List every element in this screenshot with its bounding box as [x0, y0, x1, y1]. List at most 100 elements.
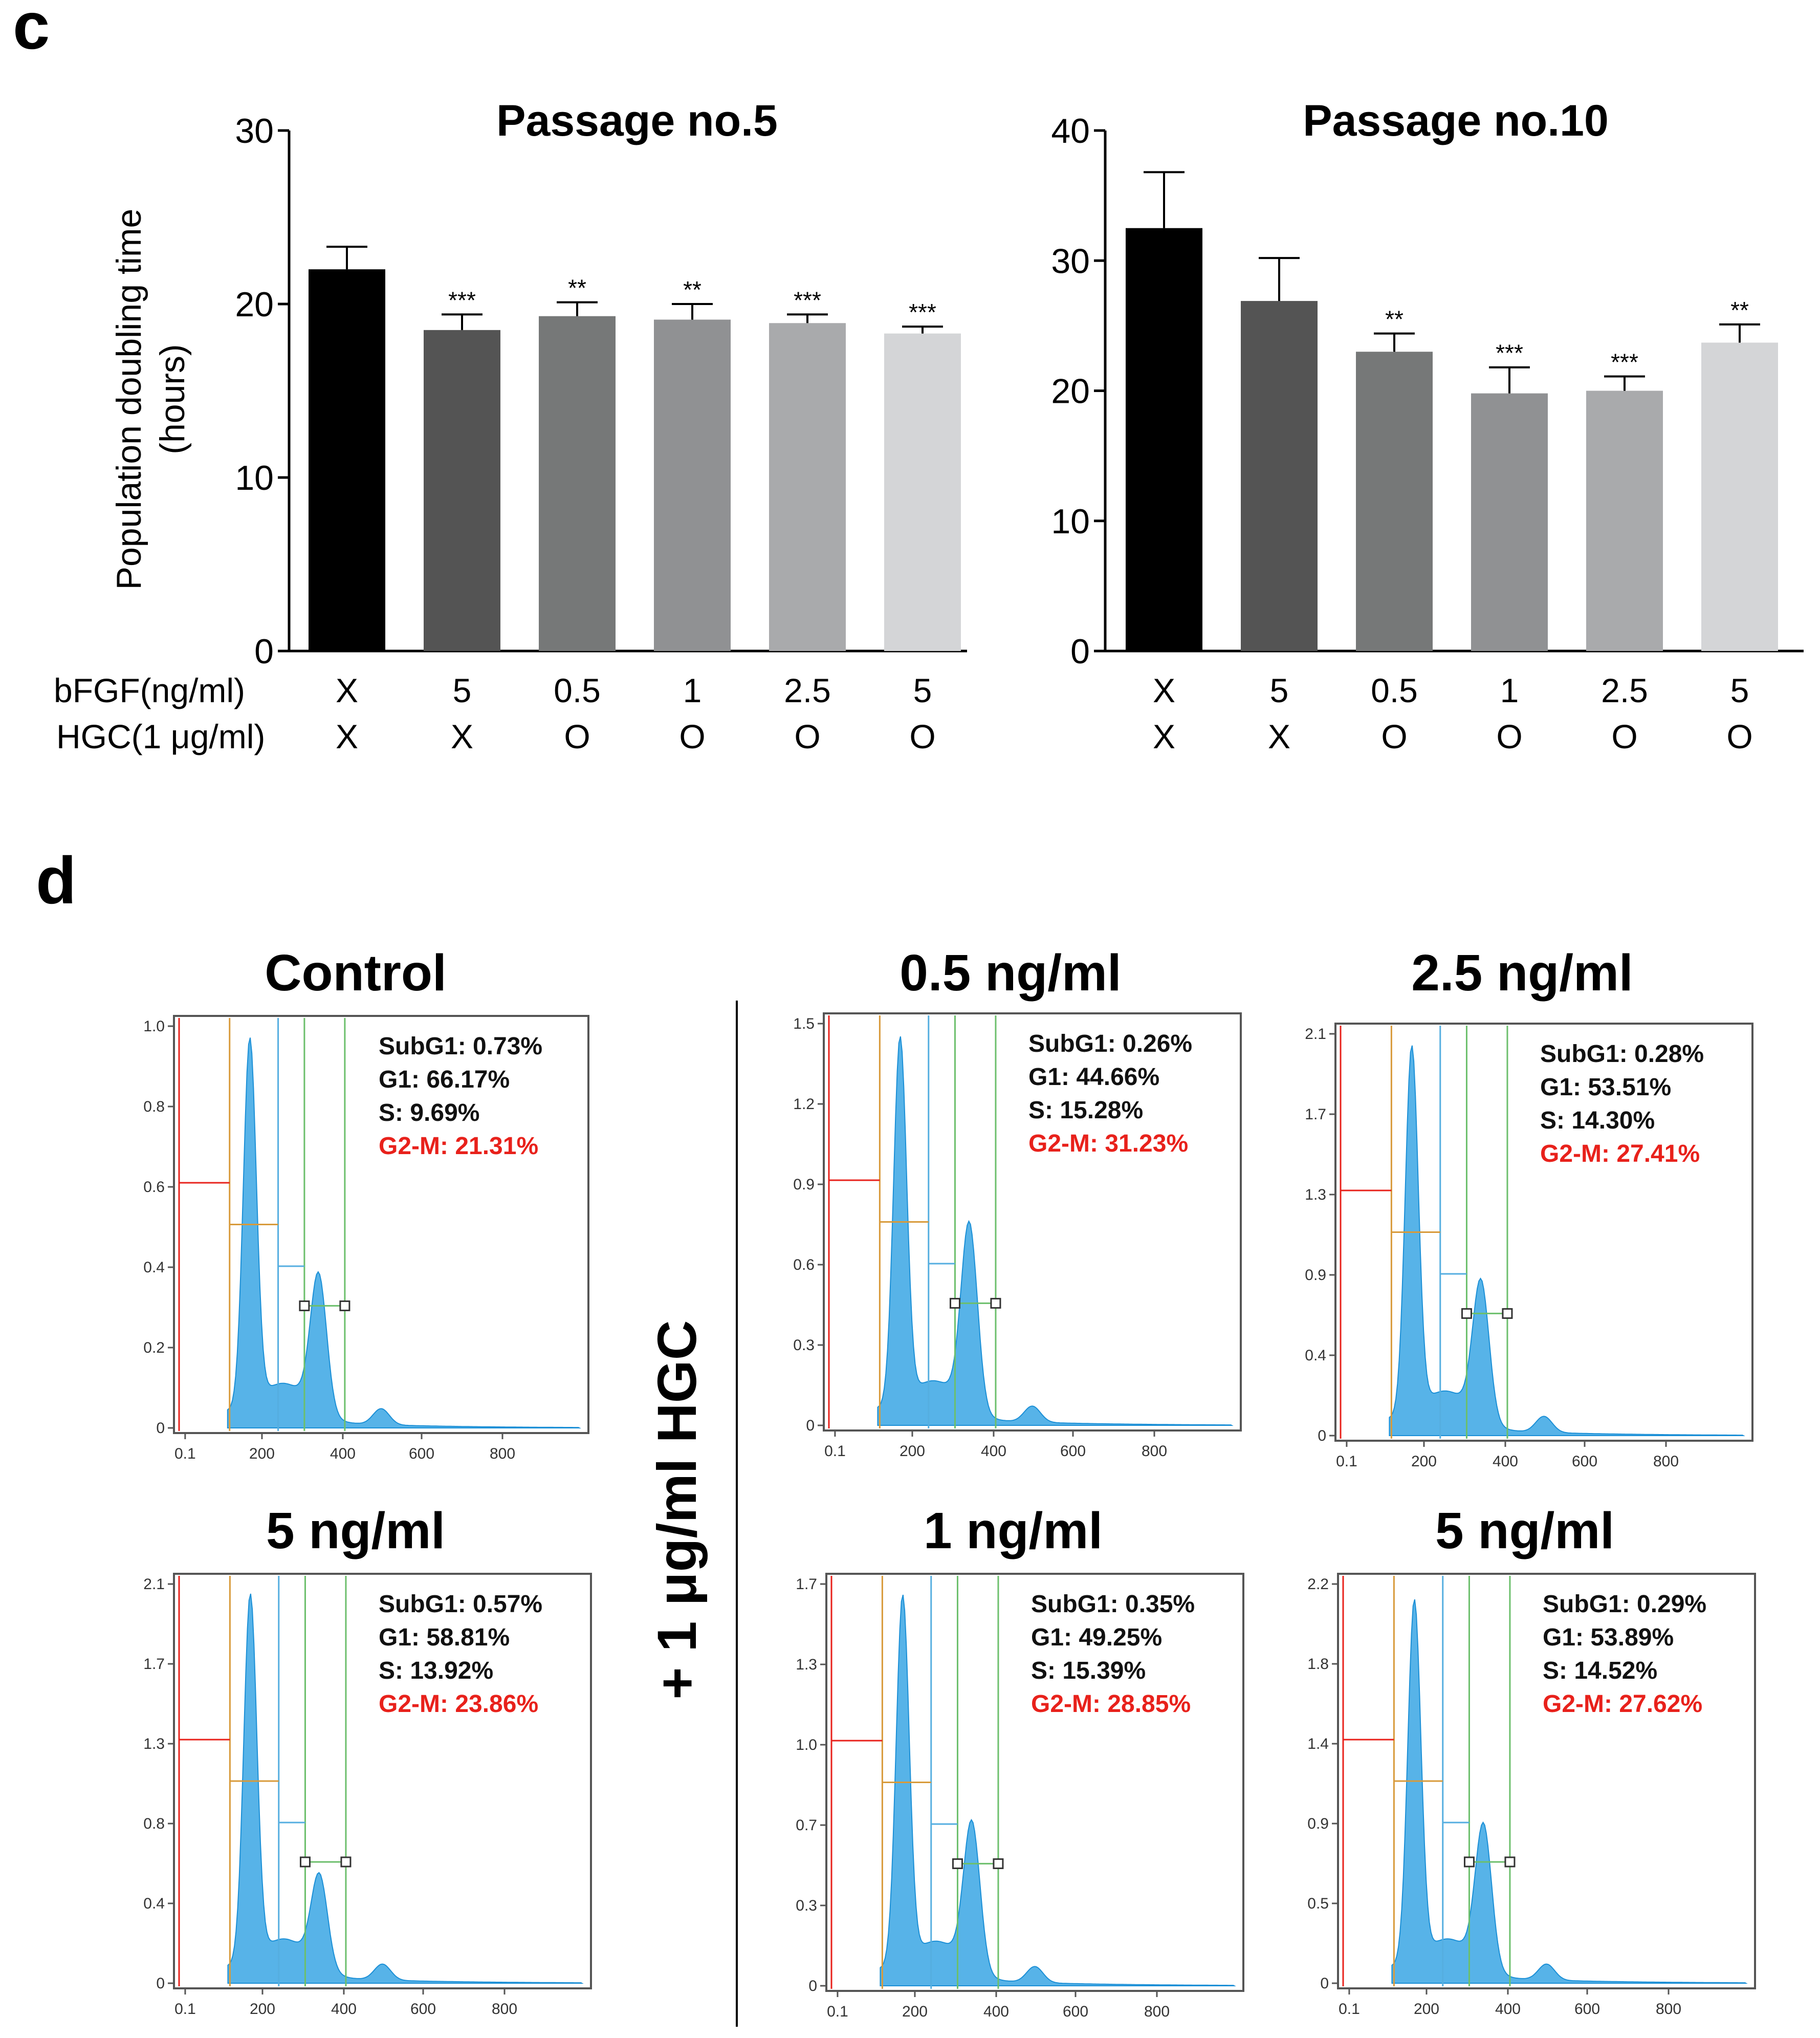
hgc-label: O — [1611, 718, 1637, 755]
x-tick-label: 200 — [249, 1445, 275, 1462]
stat-g1: G1: 49.25% — [1031, 1624, 1162, 1651]
y-tick-label: 2.1 — [1305, 1026, 1326, 1043]
histogram-control: Control 0 0.2 0.4 0.6 0.8 1.0 0.1 200 400 600 800 Su… — [143, 944, 589, 1462]
x-tick-label: 0.1 — [1339, 2001, 1360, 2018]
bfgf-label: 5 — [453, 671, 472, 709]
y-tick-label: 0 — [808, 1978, 817, 1994]
bfgf-label: 0.5 — [1371, 671, 1418, 709]
panel-label-d: d — [36, 843, 76, 918]
gate-handle — [1504, 1856, 1516, 1868]
row-label-hgc: HGC(1 μg/ml) — [56, 718, 265, 755]
histogram-0-5: 0.5 ng/ml 0 0.3 0.6 0.9 1.2 1.5 0.1 200 400 600 800… — [793, 944, 1242, 1460]
y-tick-label: 30 — [1051, 242, 1090, 280]
y-tick-label: 0.4 — [143, 1259, 165, 1276]
significance-label: ** — [568, 275, 586, 301]
panel-label-c: c — [13, 0, 50, 63]
x-tick-label: 400 — [983, 2003, 1009, 2020]
hgc-label: + 1 μg/ml HGC — [646, 1320, 708, 1699]
x-tick-label: 400 — [1493, 1453, 1518, 1470]
hgc-label: O — [1726, 718, 1752, 755]
gate-handle — [949, 1297, 960, 1309]
y-axis-label: Population doubling time (hours) — [109, 209, 192, 590]
y-axis-label-line2: (hours) — [153, 344, 192, 454]
stat-s: S: 15.28% — [1028, 1097, 1143, 1124]
bar — [1126, 228, 1202, 651]
x-tick-label: 800 — [1653, 1453, 1679, 1470]
row-label-bfgf: bFGF(ng/ml) — [54, 671, 245, 709]
histogram-2-5: 2.5 ng/ml 0 0.4 0.9 1.3 1.7 2.1 0.1 200 400 600 800… — [1305, 944, 1753, 1470]
significance-label: *** — [1611, 349, 1638, 376]
y-tick-label: 1.5 — [793, 1015, 815, 1032]
histogram-title: 2.5 ng/ml — [1411, 944, 1633, 1002]
x-tick-label: 800 — [492, 2001, 517, 2018]
hgc-label: X — [1268, 718, 1290, 755]
x-tick-label: 200 — [900, 1443, 925, 1460]
y-axis-label-line1: Population doubling time — [109, 209, 148, 590]
x-tick-label: 600 — [1572, 1453, 1597, 1470]
x-tick-label: 0.1 — [827, 2003, 848, 2020]
y-tick-label: 0.4 — [143, 1895, 165, 1912]
x-tick-label: 800 — [1144, 2003, 1170, 2020]
y-tick-label: 0 — [156, 1420, 165, 1437]
x-tick-label: 600 — [1063, 2003, 1088, 2020]
x-tick-label: 400 — [1495, 2001, 1521, 2018]
y-tick-label: 2.1 — [143, 1576, 165, 1593]
histogram-title: 5 ng/ml — [266, 1502, 445, 1559]
x-tick-label: 800 — [1656, 2001, 1681, 2018]
y-tick-label: 40 — [1051, 112, 1090, 150]
stat-subg1: SubG1: 0.35% — [1031, 1591, 1195, 1618]
gate-handle — [952, 1858, 963, 1869]
bar — [1241, 301, 1318, 651]
y-tick-label: 0.8 — [143, 1098, 165, 1115]
histogram-title: 5 ng/ml — [1435, 1502, 1614, 1559]
significance-label: ** — [1730, 297, 1749, 323]
y-tick-label: 0 — [1320, 1975, 1329, 1992]
y-tick-label: 0 — [806, 1417, 815, 1434]
x-tick-label: 600 — [1574, 2001, 1600, 2018]
y-tick-label: 0.9 — [1305, 1267, 1326, 1284]
dna-content-histogram — [227, 1037, 581, 1428]
x-tick-label: 0.1 — [174, 2001, 196, 2018]
stat-s: S: 13.92% — [379, 1657, 493, 1684]
significance-label: *** — [448, 287, 476, 313]
x-tick-label: 0.1 — [824, 1443, 846, 1460]
bar — [1356, 352, 1433, 651]
y-tick-label: 0.3 — [796, 1897, 817, 1914]
stat-g2m: G2-M: 23.86% — [379, 1690, 538, 1718]
stat-s: S: 15.39% — [1031, 1657, 1146, 1684]
hgc-label: X — [451, 718, 473, 755]
y-tick-label: 1.3 — [796, 1656, 817, 1673]
bar — [1586, 391, 1663, 651]
significance-label: ** — [1385, 306, 1404, 333]
dna-content-histogram — [1391, 1599, 1748, 1984]
stat-g2m: G2-M: 27.41% — [1540, 1140, 1700, 1167]
gate-handle — [1461, 1308, 1472, 1319]
gate-handle — [993, 1858, 1004, 1869]
y-tick-label: 1.0 — [796, 1737, 817, 1753]
hgc-label: O — [909, 718, 935, 755]
x-tick-label: 400 — [331, 2001, 357, 2018]
bar — [539, 316, 616, 651]
stat-subg1: SubG1: 0.29% — [1543, 1591, 1706, 1618]
bfgf-label: 2.5 — [784, 671, 831, 709]
bar — [309, 269, 385, 651]
y-tick-label: 0 — [1318, 1427, 1326, 1444]
bfgf-label: 5 — [1730, 671, 1749, 709]
hgc-label: O — [679, 718, 705, 755]
x-tick-label: 400 — [981, 1443, 1006, 1460]
stat-s: S: 9.69% — [379, 1099, 479, 1126]
significance-label: *** — [1496, 340, 1523, 366]
stat-subg1: SubG1: 0.73% — [379, 1033, 542, 1060]
histogram-5-left: 5 ng/ml 0 0.4 0.8 1.3 1.7 2.1 0.1 200 400 600 800 Su… — [143, 1502, 592, 2018]
bfgf-label: 1 — [1500, 671, 1519, 709]
chart-title: Passage no.5 — [496, 96, 778, 145]
bar — [884, 333, 961, 651]
chart-title: Passage no.10 — [1303, 96, 1609, 145]
stat-g1: G1: 58.81% — [379, 1624, 510, 1651]
stat-g1: G1: 44.66% — [1028, 1064, 1159, 1091]
bar-chart-passage-5: Passage no.50102030XX***5X**0.5O**1O***2… — [235, 96, 967, 755]
stat-g2m: G2-M: 31.23% — [1028, 1130, 1188, 1157]
y-tick-label: 0.6 — [793, 1256, 815, 1273]
y-tick-label: 0.9 — [793, 1176, 815, 1193]
